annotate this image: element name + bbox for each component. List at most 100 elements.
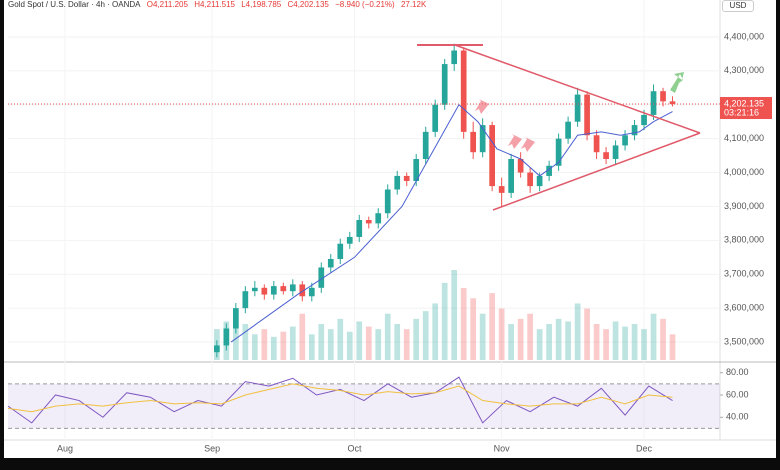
candle-body: [555, 138, 562, 166]
x-tick-label: Nov: [494, 443, 511, 453]
volume-bar: [308, 334, 315, 360]
volume-bar: [327, 329, 334, 360]
candle-body: [603, 152, 609, 159]
volume-bar: [669, 334, 676, 360]
y-tick-label: 3,700,000: [724, 269, 764, 279]
volume-bar: [375, 329, 382, 360]
candle-body: [280, 286, 287, 292]
candle-body: [394, 175, 401, 190]
volume-bar: [536, 329, 543, 360]
candle-body: [261, 287, 268, 295]
volume-bar: [574, 303, 581, 360]
arrow: [475, 99, 489, 114]
countdown: 03:21:16: [724, 107, 759, 117]
volume-bar: [555, 318, 562, 360]
candle-body: [223, 328, 230, 346]
change: −8.940 (−0.21%): [335, 0, 395, 9]
volume-bar: [451, 270, 458, 360]
volume-bar: [441, 282, 448, 360]
candle-body: [460, 50, 467, 132]
volume-bar: [584, 308, 590, 360]
volume-bar: [318, 324, 325, 360]
high: H4,211.515: [194, 0, 235, 9]
canvas: [4, 0, 776, 458]
trend-line: [454, 44, 701, 134]
volume-bar: [460, 288, 467, 360]
y-tick-label: 4,100,000: [724, 133, 764, 143]
volume-bar: [612, 321, 619, 360]
candle-body: [413, 158, 420, 182]
currency-button[interactable]: USD: [722, 0, 754, 12]
candle-body: [242, 291, 249, 309]
y-tick-label: 4,400,000: [724, 31, 764, 41]
volume-bar: [261, 329, 268, 360]
y-tick-label: 3,800,000: [724, 235, 764, 245]
candle-body: [527, 172, 533, 187]
volume-bar: [660, 318, 666, 360]
y-tick-label: 60.00: [726, 389, 749, 399]
volume-bar: [270, 336, 277, 360]
volume-bar: [489, 293, 496, 360]
volume-bar: [403, 329, 410, 360]
x-tick-label: Sep: [204, 443, 220, 453]
candle-body: [470, 131, 477, 153]
candle-body: [669, 101, 676, 105]
candle-body: [584, 94, 590, 136]
volume-bar: [631, 324, 638, 360]
candle-body: [337, 243, 344, 259]
volume-bar: [479, 313, 486, 360]
candle-body: [384, 189, 391, 214]
header: Gold Spot / U.S. Dollar · 4h · OANDA O4,…: [8, 0, 430, 9]
candle-body: [612, 145, 619, 159]
candle-body: [346, 236, 353, 244]
volume: 27.12K: [400, 0, 427, 9]
candle-body: [489, 125, 496, 187]
y-tick-label: 40.00: [726, 412, 749, 422]
volume-bar: [232, 308, 239, 360]
candle-body: [631, 125, 638, 136]
candle-body: [299, 284, 306, 297]
volume-bar: [546, 324, 552, 360]
arrow: [521, 137, 535, 152]
y-tick-label: 3,900,000: [724, 201, 764, 211]
volume-bar: [365, 326, 372, 360]
candle-body: [536, 175, 543, 187]
x-tick-label: Aug: [57, 443, 73, 453]
candle-body: [650, 91, 657, 115]
volume-bar: [470, 298, 477, 360]
candle-body: [479, 125, 486, 153]
candle-body: [451, 50, 458, 65]
candle-body: [318, 267, 325, 288]
volume-bar: [517, 318, 524, 360]
last-price-label: 4,202.135: [724, 98, 764, 108]
close: C4,202.135: [287, 0, 329, 9]
y-tick-label: 4,300,000: [724, 65, 764, 75]
rsi-band: [8, 383, 720, 429]
volume-bar: [641, 329, 647, 360]
low: L4,198.785: [241, 0, 282, 9]
candle-body: [375, 213, 382, 224]
moving-average: [230, 103, 673, 343]
y-tick-label: 4,000,000: [724, 167, 764, 177]
arrow: [670, 72, 684, 93]
volume-bar: [384, 313, 391, 360]
rsi-line: [7, 383, 673, 413]
candle-body: [356, 220, 363, 237]
volume-bar: [356, 321, 363, 360]
candle-body: [214, 345, 220, 353]
candle-body: [498, 186, 505, 193]
volume-bar: [422, 311, 429, 360]
volume-bar: [622, 326, 628, 360]
volume-bar: [299, 313, 306, 360]
volume-bar: [527, 313, 533, 360]
candle-body: [441, 64, 448, 105]
candle-body: [508, 158, 514, 193]
drawings: [417, 44, 701, 211]
trend-line: [492, 132, 701, 211]
candle-body: [565, 121, 571, 139]
symbol: Gold Spot / U.S. Dollar · 4h · OANDA: [8, 0, 141, 9]
candle-body: [641, 114, 647, 126]
volume-bar: [394, 324, 401, 360]
